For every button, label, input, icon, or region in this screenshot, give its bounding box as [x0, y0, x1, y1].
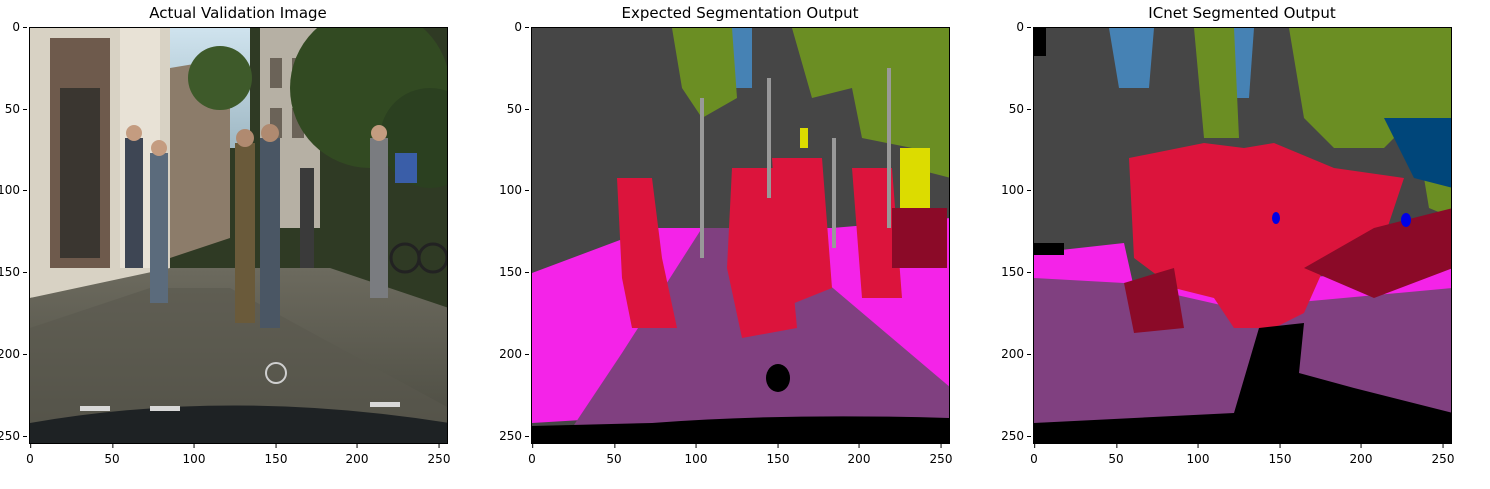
y-tick-label: 250: [0, 429, 27, 443]
x-tick-label: 100: [1186, 444, 1210, 466]
panel-expected: Expected Segmentation Output: [499, 0, 982, 489]
y-tick-label: 50: [0, 102, 27, 116]
panel-icnet: ICnet Segmented Output: [1001, 0, 1484, 489]
panel-title: Expected Segmentation Output: [621, 4, 859, 22]
x-tick-label: 0: [26, 444, 34, 466]
y-tick-label: 100: [492, 183, 529, 197]
x-tick-label: 0: [528, 444, 536, 466]
panel-title: ICnet Segmented Output: [1148, 4, 1336, 22]
x-tick-label: 100: [684, 444, 708, 466]
y-tick-label: 100: [994, 183, 1031, 197]
panel-title: Actual Validation Image: [149, 4, 327, 22]
y-tick-label: 0: [0, 20, 27, 34]
x-tick-label: 50: [1108, 444, 1124, 466]
y-tick-label: 0: [994, 20, 1031, 34]
expected-segmentation: [531, 27, 950, 444]
x-tick-label: 250: [929, 444, 953, 466]
y-tick-label: 150: [994, 265, 1031, 279]
street-photo: [30, 28, 447, 443]
x-tick-label: 100: [182, 444, 206, 466]
icnet-segmentation: [1033, 27, 1452, 444]
x-tick-label: 150: [766, 444, 790, 466]
y-tick-label: 200: [492, 347, 529, 361]
x-tick-label: 50: [606, 444, 622, 466]
y-tick-label: 250: [994, 429, 1031, 443]
y-tick-label: 150: [0, 265, 27, 279]
x-tick-label: 200: [1349, 444, 1373, 466]
x-tick-label: 150: [1268, 444, 1292, 466]
actual-image: [29, 27, 448, 444]
y-tick-label: 100: [0, 183, 27, 197]
x-tick-label: 250: [427, 444, 451, 466]
y-tick-label: 0: [492, 20, 529, 34]
x-tick-label: 200: [847, 444, 871, 466]
panel-actual: Actual Validation Image: [0, 0, 480, 489]
y-tick-label: 150: [492, 265, 529, 279]
y-tick-label: 200: [994, 347, 1031, 361]
x-tick-label: 200: [345, 444, 369, 466]
y-tick-label: 50: [492, 102, 529, 116]
y-tick-label: 250: [492, 429, 529, 443]
segmentation-map-expected: [532, 28, 949, 443]
x-tick-label: 0: [1030, 444, 1038, 466]
segmentation-map-icnet: [1034, 28, 1451, 443]
x-tick-label: 250: [1431, 444, 1455, 466]
x-tick-label: 50: [104, 444, 120, 466]
y-tick-label: 200: [0, 347, 27, 361]
x-tick-label: 150: [264, 444, 288, 466]
y-tick-label: 50: [994, 102, 1031, 116]
